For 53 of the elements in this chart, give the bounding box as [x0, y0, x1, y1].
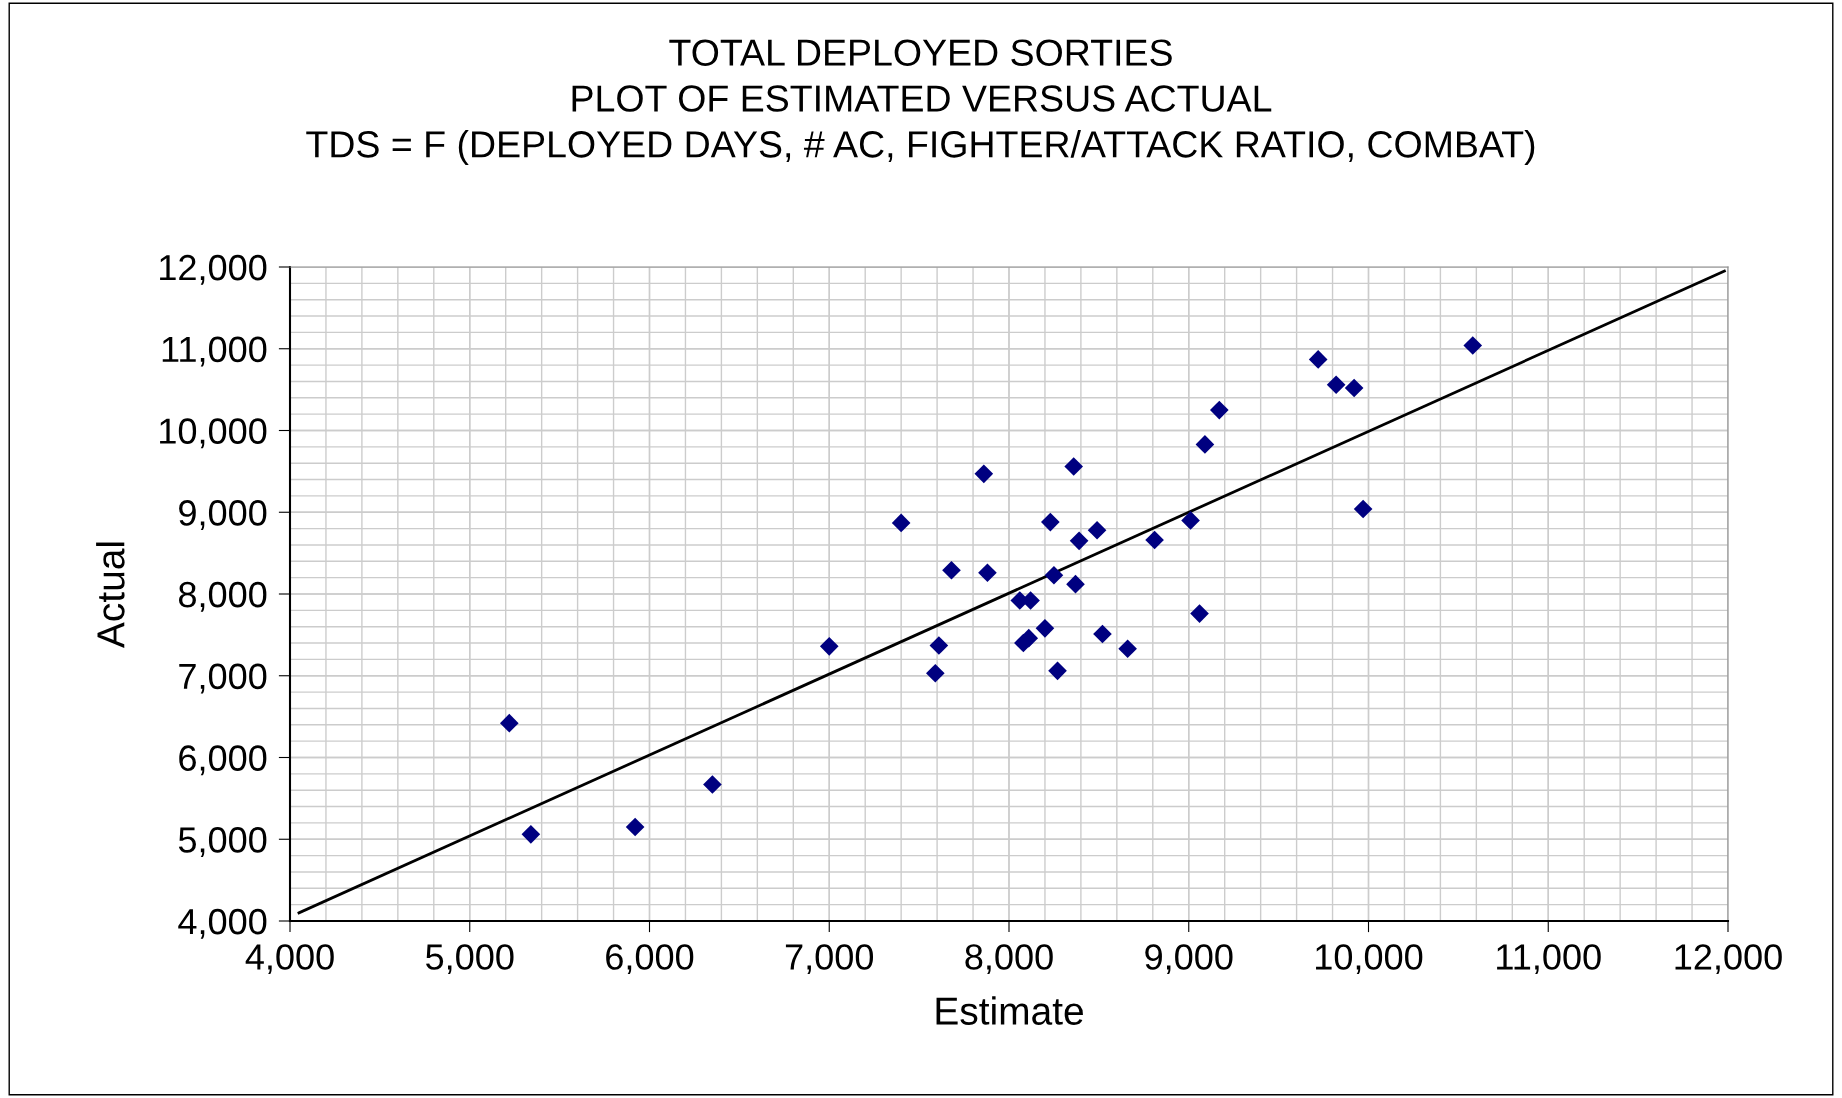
y-tick-label: 8,000: [178, 581, 267, 612]
point: [1344, 378, 1364, 398]
y-tick-label: 7,000: [179, 663, 267, 694]
point: [974, 464, 994, 484]
point: [1463, 336, 1483, 355]
point: [1035, 619, 1055, 638]
x-tick-label: 12,000: [1675, 944, 1782, 975]
x-tick-label: 7,000: [785, 944, 874, 975]
y-tick-label: 4,000: [178, 908, 267, 939]
x-tick-label: 6,000: [606, 944, 694, 975]
point: [1353, 499, 1373, 519]
point: [1118, 639, 1137, 659]
point: [1041, 512, 1060, 532]
point: [625, 817, 645, 837]
point: [1066, 574, 1085, 594]
point: [1181, 511, 1200, 530]
point: [1048, 661, 1067, 681]
x-tick-label: 11,000: [1497, 944, 1601, 975]
point: [703, 775, 722, 794]
x-tick-label: 10,000: [1316, 944, 1423, 975]
point: [1069, 531, 1089, 551]
y-tick-label: 11,000: [162, 336, 267, 367]
point: [1308, 350, 1328, 369]
point: [978, 563, 997, 583]
point: [1190, 604, 1209, 623]
chart-title: TOTAL DEPLOYED SORTIES PLOT OF ESTIMATED VERSUS ACTUAL TDS = F (DEPLOYED DAYS, # AC, FIGHTER/ATTACK RATIO, COMBAT): [306, 39, 1535, 166]
point: [925, 663, 945, 683]
point: [891, 513, 911, 533]
point: [1019, 628, 1039, 648]
point: [1195, 435, 1215, 454]
point: [1044, 565, 1064, 585]
point: [1326, 375, 1346, 395]
point: [819, 637, 839, 656]
point: [1087, 520, 1107, 540]
x-tick-label: 4,000: [245, 944, 334, 975]
y-axis-title: Actual: [96, 542, 125, 648]
point: [499, 713, 519, 733]
x-tick-label: 8,000: [965, 944, 1053, 975]
point: [1093, 624, 1112, 644]
y-tick-label: 10,000: [160, 418, 267, 449]
point: [521, 825, 541, 844]
y-tick-label: 5,000: [178, 827, 267, 857]
x-axis-title: Estimate: [936, 996, 1083, 1025]
x-tick-label: 5,000: [426, 944, 514, 975]
y-tick-label: 9,000: [179, 500, 267, 530]
y-tick-label: 12,000: [160, 254, 267, 285]
point: [1209, 400, 1229, 420]
x-tick-label: 9,000: [1145, 944, 1233, 975]
point: [1064, 457, 1084, 476]
point: [942, 560, 961, 580]
point: [1145, 530, 1164, 550]
point: [929, 636, 949, 655]
y-tick-label: 6,000: [179, 745, 267, 776]
